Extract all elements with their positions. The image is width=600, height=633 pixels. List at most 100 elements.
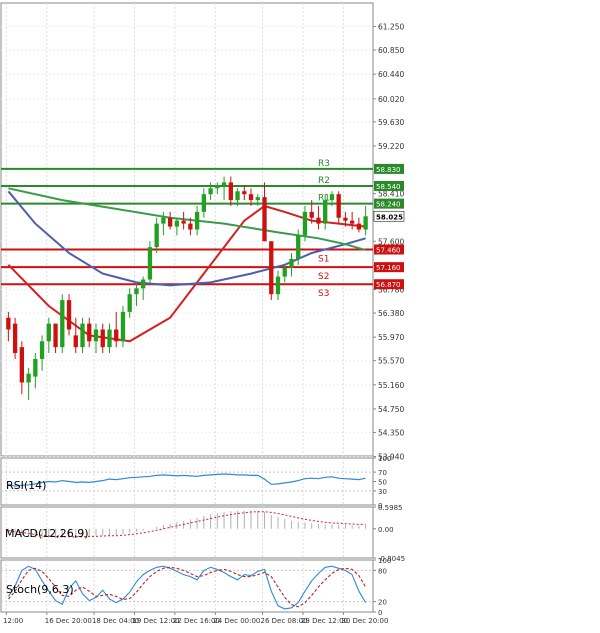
y-tick-label: 59.220 [378,142,404,151]
candle-body [19,347,25,383]
candle-body [60,300,65,348]
level-name-s1: S1 [318,255,329,265]
candle-body [262,197,267,242]
candle-body [46,323,51,342]
candle-body [127,294,132,312]
x-tick-label: 24 Dec 00:00 [213,617,260,625]
candle-body [80,323,85,348]
candle-body [235,191,240,201]
y-tick-label: 61.250 [378,23,404,32]
candle-body [323,200,328,224]
candle-body [114,329,119,342]
candle-body [181,220,186,224]
candle-body [316,217,321,224]
macd-tick-label: 0.5985 [378,504,403,512]
candle-body [221,182,227,186]
moving-average-line [7,190,366,287]
level-name-r1: R1 [318,194,330,204]
rsi-tick-label: 70 [378,469,387,477]
rsi-tick-label: 50 [378,479,387,487]
x-tick-label: 16 Dec 20:00 [45,617,92,625]
level-name-r2: R2 [318,176,330,186]
y-tick-label: 54.750 [378,405,404,414]
x-tick-label: 30 Dec 20:00 [341,617,388,625]
pane-frame-macd [0,506,374,559]
level-tag-s1 [374,244,404,255]
candle-body [6,317,11,330]
current-price-label: 58.025 [376,213,403,221]
level-tag-r3 [374,163,404,174]
candle-body [275,276,281,295]
level-tag-r1 [374,198,404,209]
x-tick-label: 18 Dec 04:00 [92,617,139,625]
level-name-s2: S2 [318,272,329,282]
candle-body [66,300,72,330]
y-tick-label: 59.630 [378,118,404,127]
x-tick-label: 29 Dec 12:00 [301,617,348,625]
x-tick-label: 12:00 [3,617,23,625]
level-tag-s2 [374,262,404,273]
y-tick-label: 60.440 [378,70,404,79]
candle-body [33,358,38,377]
candle-body [120,311,126,342]
pane-frame-rsi [0,457,374,506]
level-tag-r2 [374,180,404,191]
candle-body [329,194,335,201]
rsi-tick-label: 0 [378,502,382,510]
pane-frame-main [0,2,374,457]
rsi-tick-label: 100 [378,455,391,463]
candle-body [53,323,58,348]
x-tick-label: 19 Dec 12:00 [132,617,179,625]
candle-body [242,191,247,195]
candle-body [194,211,200,230]
stoch-tick-label: 80 [378,567,387,575]
level-value-r2: 58.540 [376,183,401,191]
level-value-s3: 56.870 [376,281,401,289]
candle-body [282,267,287,277]
stoch-tick-label: 20 [378,599,387,607]
y-tick-label: 55.970 [378,333,404,342]
candle-body [269,241,274,295]
y-tick-label: 53.940 [378,453,404,462]
candle-body [363,216,368,230]
y-tick-label: 54.350 [378,428,404,437]
x-tick-label: 22 Dec 16:00 [173,617,220,625]
candle-body [73,335,78,348]
candle-body [107,329,112,348]
candle-body [201,194,207,212]
stoch-title: Stoch(9,6,3) [6,583,74,596]
candle-body [296,235,301,259]
candle-body [349,220,355,224]
candle-body [154,223,159,248]
candle-body [161,217,166,224]
candle-body [309,211,314,218]
y-tick-label: 55.160 [378,381,404,390]
candle-body [26,373,31,383]
level-value-s2: 57.160 [376,264,401,272]
level-value-r1: 58.240 [376,201,401,209]
macd-title: MACD(12,26,9) [5,527,89,540]
candle-body [215,185,220,189]
rsi-title: RSI(14) [6,479,46,492]
stoch-k-line [7,565,367,610]
y-tick-label: 55.570 [378,357,404,366]
candle-body [147,247,153,280]
candle-body [100,329,105,348]
candle-body [336,194,341,218]
candle-body [174,220,180,227]
candle-body [134,288,139,295]
macd-signal-line [8,511,366,538]
candle-body [208,188,213,195]
level-value-r3: 58.830 [376,166,401,174]
y-tick-label: 57.600 [378,237,404,246]
y-tick-label: 56.780 [378,286,404,295]
candle-body [141,279,146,289]
candle-body [343,217,348,221]
current-price-tag [373,210,405,222]
stoch-tick-label: 100 [378,557,391,565]
stoch-tick-label: 0 [378,609,382,617]
candle-body [93,329,99,342]
candle-body [356,223,362,230]
macd-tick-label: -0.8045 [378,555,405,563]
